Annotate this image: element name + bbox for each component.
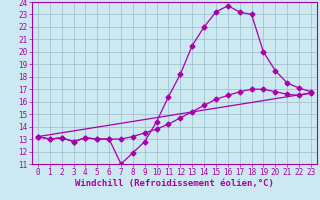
- X-axis label: Windchill (Refroidissement éolien,°C): Windchill (Refroidissement éolien,°C): [75, 179, 274, 188]
